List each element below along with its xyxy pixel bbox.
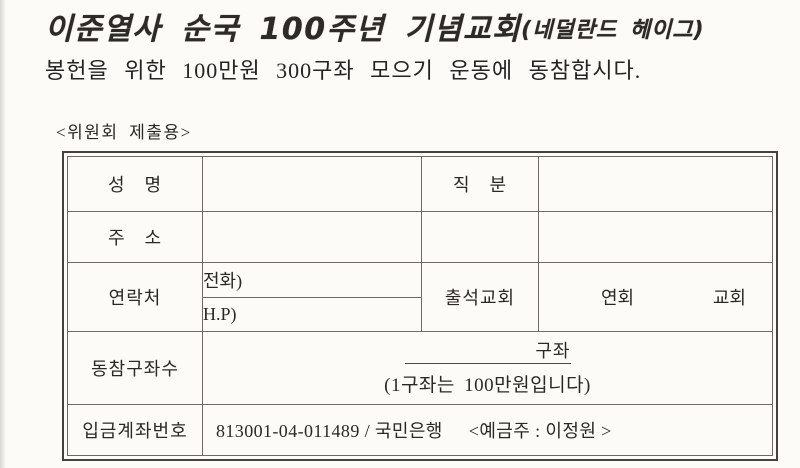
accounts-label: 동참구좌수 [67,331,203,405]
account-number: 813001-04-011489 / 국민은행 [216,421,443,441]
contact-label: 연락처 [67,262,203,332]
page-title-main: 이준열사 순국 100주년 기념교회 [45,12,522,47]
campaign-subtitle: 봉헌을 위한 100만원 300구좌 모으기 운동에 동참합시다. [45,58,642,83]
page-title-location: (네덜란드 헤이그) [521,18,705,43]
header: 이준열사 순국 100주년 기념교회(네덜란드 헤이그) 봉헌을 위한 100만… [45,12,785,84]
application-form-table: 성 명 직 분 주 소 연락처 전화) 출석교회 연회 교회 [62,151,778,461]
deposit-value-cell: 813001-04-011489 / 국민은행 <예금주 : 이정원 > [202,404,773,456]
phone-field-cell: 전화) [202,262,422,298]
phone-label: 전화) [203,271,243,291]
conference-label: 연회 [601,288,635,308]
address-value-cell-3 [538,211,773,263]
row-deposit-account: 입금계좌번호 813001-04-011489 / 국민은행 <예금주 : 이정원… [67,404,773,456]
row-accounts: 동참구좌수 구좌 (1구좌는 100만원입니다) [67,331,773,405]
church-suffix-label: 교회 [712,288,746,308]
account-holder: <예금주 : 이정원 > [468,421,612,441]
name-label: 성 명 [67,156,203,212]
row-name-position: 성 명 직 분 [67,156,773,212]
accounts-blank-line: 구좌 [404,340,571,364]
address-label: 주 소 [67,211,203,263]
church-value-cell: 연회 교회 [538,262,773,332]
mobile-field-cell: H.P) [202,297,422,332]
deposit-label: 입금계좌번호 [67,404,203,456]
address-value-cell-2 [421,211,539,263]
position-value-cell [538,156,773,212]
page-title: 이준열사 순국 100주년 기념교회(네덜란드 헤이그) [45,12,785,49]
committee-copy-label: <위원회 제출용> [56,123,192,142]
row-contact-mobile: H.P) [68,297,773,332]
attending-church-label: 출석교회 [421,262,539,332]
row-address: 주 소 [67,211,773,263]
accounts-value-cell: 구좌 (1구좌는 100만원입니다) [202,331,773,405]
address-value-cell [202,211,422,263]
position-label: 직 분 [421,156,539,212]
row-contact-phone: 연락처 전화) 출석교회 연회 교회 [67,262,773,332]
name-value-cell [202,156,422,212]
scan-edge-shadow [0,0,6,468]
accounts-note: (1구좌는 100만원입니다) [384,374,591,396]
mobile-label: H.P) [203,304,237,324]
